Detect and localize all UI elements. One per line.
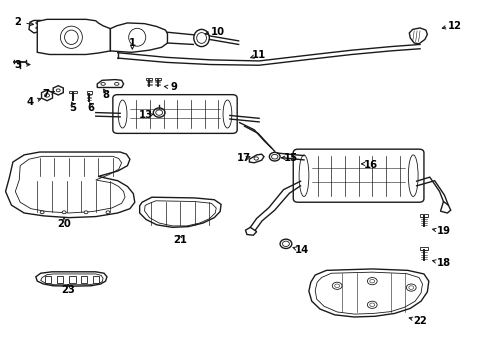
Text: 2: 2 — [14, 17, 21, 27]
Ellipse shape — [271, 154, 277, 159]
Bar — [57, 276, 63, 283]
Bar — [419, 247, 427, 250]
Ellipse shape — [114, 82, 119, 85]
Ellipse shape — [118, 100, 127, 128]
Text: 10: 10 — [210, 27, 224, 37]
Text: 5: 5 — [69, 103, 76, 113]
Bar — [146, 78, 152, 80]
Bar — [419, 214, 427, 217]
Ellipse shape — [331, 282, 341, 289]
Bar — [86, 91, 92, 94]
Ellipse shape — [153, 108, 164, 117]
Bar — [93, 276, 99, 283]
Ellipse shape — [106, 211, 110, 214]
Ellipse shape — [44, 94, 49, 97]
Text: 4: 4 — [26, 97, 34, 107]
Text: 1: 1 — [128, 38, 136, 48]
Ellipse shape — [193, 30, 209, 46]
Ellipse shape — [36, 22, 39, 24]
Ellipse shape — [299, 155, 308, 197]
Polygon shape — [245, 227, 256, 235]
Text: 3: 3 — [14, 60, 21, 70]
Ellipse shape — [369, 279, 374, 283]
Text: 17: 17 — [236, 153, 250, 163]
Polygon shape — [140, 197, 221, 227]
Text: 9: 9 — [170, 82, 177, 93]
Ellipse shape — [282, 241, 289, 247]
Text: 14: 14 — [294, 245, 308, 255]
Text: 15: 15 — [283, 153, 297, 163]
Text: 21: 21 — [173, 235, 187, 245]
Polygon shape — [249, 154, 264, 163]
Polygon shape — [440, 202, 450, 213]
Polygon shape — [29, 21, 44, 33]
Text: 8: 8 — [102, 90, 109, 100]
Text: 18: 18 — [435, 258, 449, 268]
Text: 16: 16 — [364, 160, 378, 170]
Ellipse shape — [36, 27, 39, 29]
Ellipse shape — [156, 110, 162, 115]
Text: 13: 13 — [139, 111, 153, 121]
Ellipse shape — [406, 284, 415, 291]
Ellipse shape — [62, 211, 66, 214]
Ellipse shape — [366, 301, 376, 309]
Polygon shape — [37, 19, 110, 54]
Bar — [81, 276, 87, 283]
Polygon shape — [41, 90, 52, 101]
Polygon shape — [53, 86, 63, 95]
Ellipse shape — [334, 284, 339, 288]
Ellipse shape — [269, 152, 280, 161]
Text: 22: 22 — [412, 316, 426, 325]
Ellipse shape — [223, 100, 231, 128]
Polygon shape — [110, 23, 167, 52]
Ellipse shape — [408, 286, 413, 289]
Text: 20: 20 — [57, 219, 71, 229]
Ellipse shape — [128, 28, 145, 46]
Ellipse shape — [366, 278, 376, 285]
Ellipse shape — [40, 211, 44, 214]
Polygon shape — [308, 269, 428, 317]
Bar — [45, 276, 51, 283]
Ellipse shape — [84, 211, 88, 214]
Text: 12: 12 — [447, 21, 461, 31]
Ellipse shape — [253, 157, 258, 160]
Ellipse shape — [280, 239, 291, 248]
Text: 19: 19 — [436, 226, 449, 236]
FancyBboxPatch shape — [113, 95, 237, 134]
Polygon shape — [97, 80, 123, 87]
Ellipse shape — [407, 155, 417, 197]
Text: 23: 23 — [61, 285, 75, 296]
Polygon shape — [36, 272, 107, 286]
Ellipse shape — [196, 33, 206, 43]
Ellipse shape — [61, 26, 82, 48]
Ellipse shape — [101, 82, 105, 85]
Text: 6: 6 — [87, 103, 94, 113]
FancyBboxPatch shape — [293, 149, 423, 202]
Text: 7: 7 — [42, 89, 49, 99]
Ellipse shape — [56, 89, 60, 92]
Ellipse shape — [369, 303, 374, 307]
Bar — [69, 276, 76, 283]
Polygon shape — [408, 28, 427, 44]
Polygon shape — [69, 91, 77, 93]
Bar — [155, 78, 160, 80]
Text: 11: 11 — [251, 50, 265, 60]
Ellipse shape — [64, 30, 78, 44]
Polygon shape — [5, 152, 135, 218]
